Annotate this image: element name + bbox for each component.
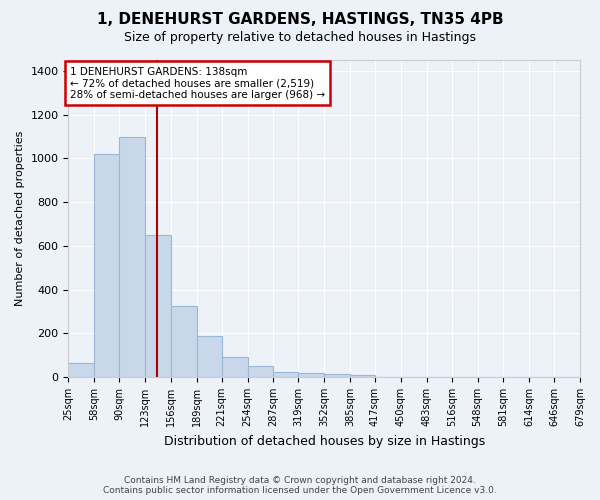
Bar	[68, 363, 94, 377]
Bar	[171, 306, 197, 377]
Text: Size of property relative to detached houses in Hastings: Size of property relative to detached ho…	[124, 31, 476, 44]
Bar	[119, 136, 145, 377]
Bar	[197, 336, 222, 377]
Bar	[298, 372, 324, 377]
Bar	[350, 375, 375, 377]
Text: 1 DENEHURST GARDENS: 138sqm
← 72% of detached houses are smaller (2,519)
28% of : 1 DENEHURST GARDENS: 138sqm ← 72% of det…	[70, 66, 325, 100]
Text: Contains HM Land Registry data © Crown copyright and database right 2024.
Contai: Contains HM Land Registry data © Crown c…	[103, 476, 497, 495]
Text: 1, DENEHURST GARDENS, HASTINGS, TN35 4PB: 1, DENEHURST GARDENS, HASTINGS, TN35 4PB	[97, 12, 503, 26]
Y-axis label: Number of detached properties: Number of detached properties	[15, 131, 25, 306]
Bar	[324, 374, 350, 377]
Bar	[248, 366, 274, 377]
Bar	[274, 372, 298, 377]
Bar	[94, 154, 119, 377]
Bar	[222, 358, 248, 377]
Bar	[145, 235, 171, 377]
X-axis label: Distribution of detached houses by size in Hastings: Distribution of detached houses by size …	[164, 434, 485, 448]
